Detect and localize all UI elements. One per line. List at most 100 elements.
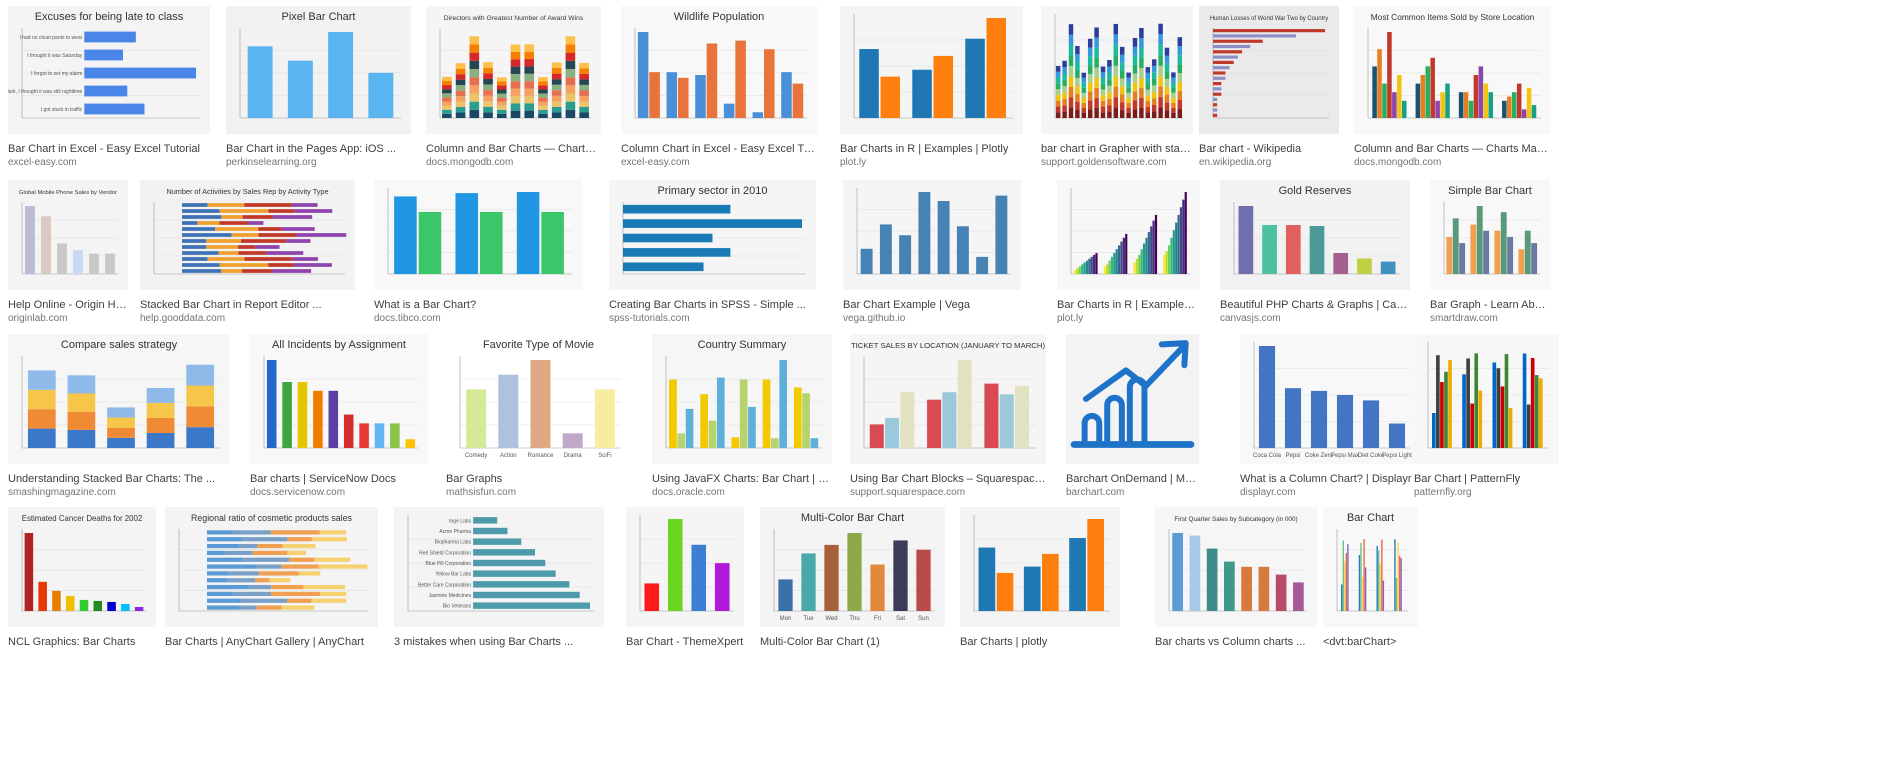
image-result-card[interactable]: Country Summary Using JavaFX Charts: Bar … — [652, 334, 832, 502]
result-thumbnail[interactable] — [960, 507, 1120, 627]
result-title[interactable]: What is a Column Chart? | Displayr — [1240, 473, 1412, 485]
image-result-card[interactable]: bar chart in Grapher with stacked ... sup… — [1041, 6, 1193, 172]
result-title[interactable]: Bar Chart in the Pages App: iOS ... — [226, 143, 396, 155]
result-title[interactable]: Understanding Stacked Bar Charts: The ..… — [8, 473, 216, 485]
result-title[interactable]: Stacked Bar Chart in Report Editor ... — [140, 299, 322, 311]
result-thumbnail[interactable]: Human Losses of World War Two by Country — [1199, 6, 1339, 134]
result-title[interactable]: Bar Chart Example | Vega — [843, 299, 970, 311]
result-thumbnail[interactable]: Pixel Bar Chart — [226, 6, 411, 134]
result-thumbnail[interactable]: Gold Reserves — [1220, 180, 1410, 290]
result-thumbnail[interactable]: Favorite Type of Movie Comedy Action Romanc… — [446, 334, 631, 464]
image-result-card[interactable]: Global Mobile Phone Sales by Vendor Help … — [8, 180, 128, 328]
image-result-card[interactable]: Most Common Items Sold by Store Location… — [1354, 6, 1551, 172]
image-result-card[interactable]: Bar Chart - ThemeXpert — [626, 507, 744, 665]
result-thumbnail[interactable] — [1066, 334, 1199, 464]
image-result-card[interactable]: Human Losses of World War Two by Country… — [1199, 6, 1339, 172]
result-thumbnail[interactable]: Excuses for being late to class I had no … — [8, 6, 210, 134]
result-thumbnail[interactable]: Compare sales strategy — [8, 334, 230, 464]
result-title[interactable]: Bar Chart in Excel - Easy Excel Tutorial — [8, 143, 200, 155]
result-title[interactable]: Bar charts | ServiceNow Docs — [250, 473, 396, 485]
image-result-card[interactable]: Pixel Bar Chart Bar Chart in the Pages Ap… — [226, 6, 411, 172]
result-title[interactable]: Using JavaFX Charts: Bar Chart | JavaFX … — [652, 473, 832, 485]
image-result-card[interactable]: Favorite Type of Movie Comedy Action Romanc… — [446, 334, 631, 502]
result-title[interactable]: Bar Graphs — [446, 473, 503, 485]
image-result-card[interactable]: Bar Charts | plotly — [960, 507, 1120, 665]
image-result-card[interactable]: Bar Charts in R | Examples | Plotly plot.… — [1057, 180, 1200, 328]
result-title[interactable]: <dvt:barChart> — [1323, 636, 1397, 648]
result-title[interactable]: Bar Chart | PatternFly — [1414, 473, 1521, 485]
result-thumbnail[interactable]: Simple Bar Chart — [1430, 180, 1550, 290]
result-thumbnail[interactable]: Wildlife Population — [621, 6, 817, 134]
image-result-card[interactable]: Simple Bar Chart Bar Graph - Learn About … — [1430, 180, 1550, 328]
result-title[interactable]: Using Bar Chart Blocks – Squarespace Hel… — [850, 473, 1046, 485]
image-result-card[interactable]: Bar Chart <dvt:barChart> — [1323, 507, 1418, 665]
image-result-card[interactable]: Primary sector in 2010 Creating Bar Chart… — [609, 180, 816, 328]
result-thumbnail[interactable]: Most Common Items Sold by Store Location — [1354, 6, 1551, 134]
image-result-card[interactable]: Bar Chart Example | Vega vega.github.io — [843, 180, 1021, 328]
result-thumbnail[interactable]: Estimated Cancer Deaths for 2002 — [8, 507, 156, 627]
thumb-bar-segment — [1094, 97, 1099, 108]
result-title[interactable]: 3 mistakes when using Bar Charts ... — [394, 636, 574, 648]
result-thumbnail[interactable] — [1057, 180, 1200, 290]
result-title[interactable]: Bar Charts in R | Examples | Plotly — [1057, 299, 1200, 311]
result-thumbnail[interactable]: First Quarter Sales by Subcategory (in 0… — [1155, 507, 1317, 627]
image-result-card[interactable]: Regional ratio of cosmetic products sale… — [165, 507, 378, 665]
result-thumbnail[interactable]: Coca Cola Pepsi Coke Zero Pepsi Max Diet Cok… — [1240, 334, 1420, 464]
result-thumbnail[interactable] — [1414, 334, 1559, 464]
image-result-card[interactable]: All Incidents by Assignment Bar charts | … — [250, 334, 428, 502]
image-result-card[interactable]: What is a Bar Chart? docs.tibco.com — [374, 180, 582, 328]
result-thumbnail[interactable] — [626, 507, 744, 627]
image-result-card[interactable]: TICKET SALES BY LOCATION (JANUARY TO MAR… — [850, 334, 1046, 502]
image-result-card[interactable]: Wildlife Population Column Chart in Excel… — [621, 6, 817, 172]
result-title[interactable]: Help Online - Origin Help - ... — [8, 299, 128, 311]
result-thumbnail[interactable] — [840, 6, 1023, 134]
image-result-card[interactable]: Gold Reserves Beautiful PHP Charts & Grap… — [1220, 180, 1410, 328]
result-title[interactable]: Column Chart in Excel - Easy Excel Tutor… — [621, 143, 817, 155]
image-result-card[interactable]: Estimated Cancer Deaths for 2002 NCL Grap… — [8, 507, 156, 665]
thumb-bar-segment — [1139, 107, 1144, 118]
image-result-card[interactable]: Multi-Color Bar Chart Mon Tue Wed Thu Fri Sat S… — [760, 507, 945, 665]
result-thumbnail[interactable]: Country Summary — [652, 334, 832, 464]
result-title[interactable]: Column and Bar Charts — Charts Manual 0.… — [1354, 143, 1551, 155]
image-result-card[interactable]: Bar Chart | PatternFly patternfly.org — [1414, 334, 1559, 502]
result-thumbnail[interactable] — [374, 180, 582, 290]
result-title[interactable]: Bar Charts | AnyChart Gallery | AnyChart — [165, 636, 364, 648]
result-title[interactable]: Bar Graph - Learn About Bar Ch... — [1430, 299, 1550, 311]
result-title[interactable]: Bar Charts in R | Examples | Plotly — [840, 143, 1009, 155]
result-thumbnail[interactable]: Number of Activities by Sales Rep by Act… — [140, 180, 355, 290]
result-thumbnail[interactable]: Primary sector in 2010 — [609, 180, 816, 290]
result-thumbnail[interactable]: Regional ratio of cosmetic products sale… — [165, 507, 378, 627]
result-thumbnail[interactable]: Global Mobile Phone Sales by Vendor — [8, 180, 128, 290]
result-thumbnail[interactable] — [1041, 6, 1193, 134]
result-title[interactable]: Beautiful PHP Charts & Graphs | CanvasJS — [1220, 299, 1410, 311]
result-thumbnail[interactable]: Inge Labs Acme Pharma Biopharma Labs Red Sh… — [394, 507, 604, 627]
result-thumbnail[interactable]: TICKET SALES BY LOCATION (JANUARY TO MAR… — [850, 334, 1046, 464]
image-result-card[interactable]: Bar Charts in R | Examples | Plotly plot.… — [840, 6, 1023, 172]
image-result-card[interactable]: Inge Labs Acme Pharma Biopharma Labs Red Sh… — [394, 507, 604, 665]
result-thumbnail[interactable]: All Incidents by Assignment — [250, 334, 428, 464]
thumb-bar — [562, 433, 583, 448]
result-thumbnail[interactable] — [843, 180, 1021, 290]
image-result-card[interactable]: Directors with Greatest Number of Award … — [426, 6, 601, 172]
image-result-card[interactable]: Number of Activities by Sales Rep by Act… — [140, 180, 355, 328]
result-thumbnail[interactable]: Bar Chart — [1323, 507, 1418, 627]
result-thumbnail[interactable]: Multi-Color Bar Chart Mon Tue Wed Thu Fri Sat S… — [760, 507, 945, 627]
result-title[interactable]: Multi-Color Bar Chart (1) — [760, 636, 880, 648]
thumb-bar-segment — [538, 77, 548, 82]
result-title[interactable]: Bar Chart - ThemeXpert — [626, 636, 744, 648]
image-result-card[interactable]: Barchart OnDemand | Market Dat... barchar… — [1066, 334, 1199, 502]
image-result-card[interactable]: First Quarter Sales by Subcategory (in 0… — [1155, 507, 1317, 665]
result-title[interactable]: Bar Charts | plotly — [960, 636, 1048, 648]
result-title[interactable]: Barchart OnDemand | Market Dat... — [1066, 473, 1199, 485]
image-result-card[interactable]: Excuses for being late to class I had no … — [8, 6, 210, 172]
result-title[interactable]: Bar chart - Wikipedia — [1199, 143, 1302, 155]
image-result-card[interactable]: Coca Cola Pepsi Coke Zero Pepsi Max Diet Cok… — [1240, 334, 1420, 502]
result-title[interactable]: Bar charts vs Column charts ... — [1155, 636, 1306, 648]
result-title[interactable]: bar chart in Grapher with stacked ... — [1041, 143, 1193, 155]
result-title[interactable]: Creating Bar Charts in SPSS - Simple ... — [609, 299, 806, 311]
result-title[interactable]: What is a Bar Chart? — [374, 299, 477, 311]
result-title[interactable]: Column and Bar Charts — Charts Manual 0.… — [426, 143, 601, 155]
result-title[interactable]: NCL Graphics: Bar Charts — [8, 636, 136, 648]
image-result-card[interactable]: Compare sales strategy Understanding Stac… — [8, 334, 230, 502]
result-thumbnail[interactable]: Directors with Greatest Number of Award … — [426, 6, 601, 134]
